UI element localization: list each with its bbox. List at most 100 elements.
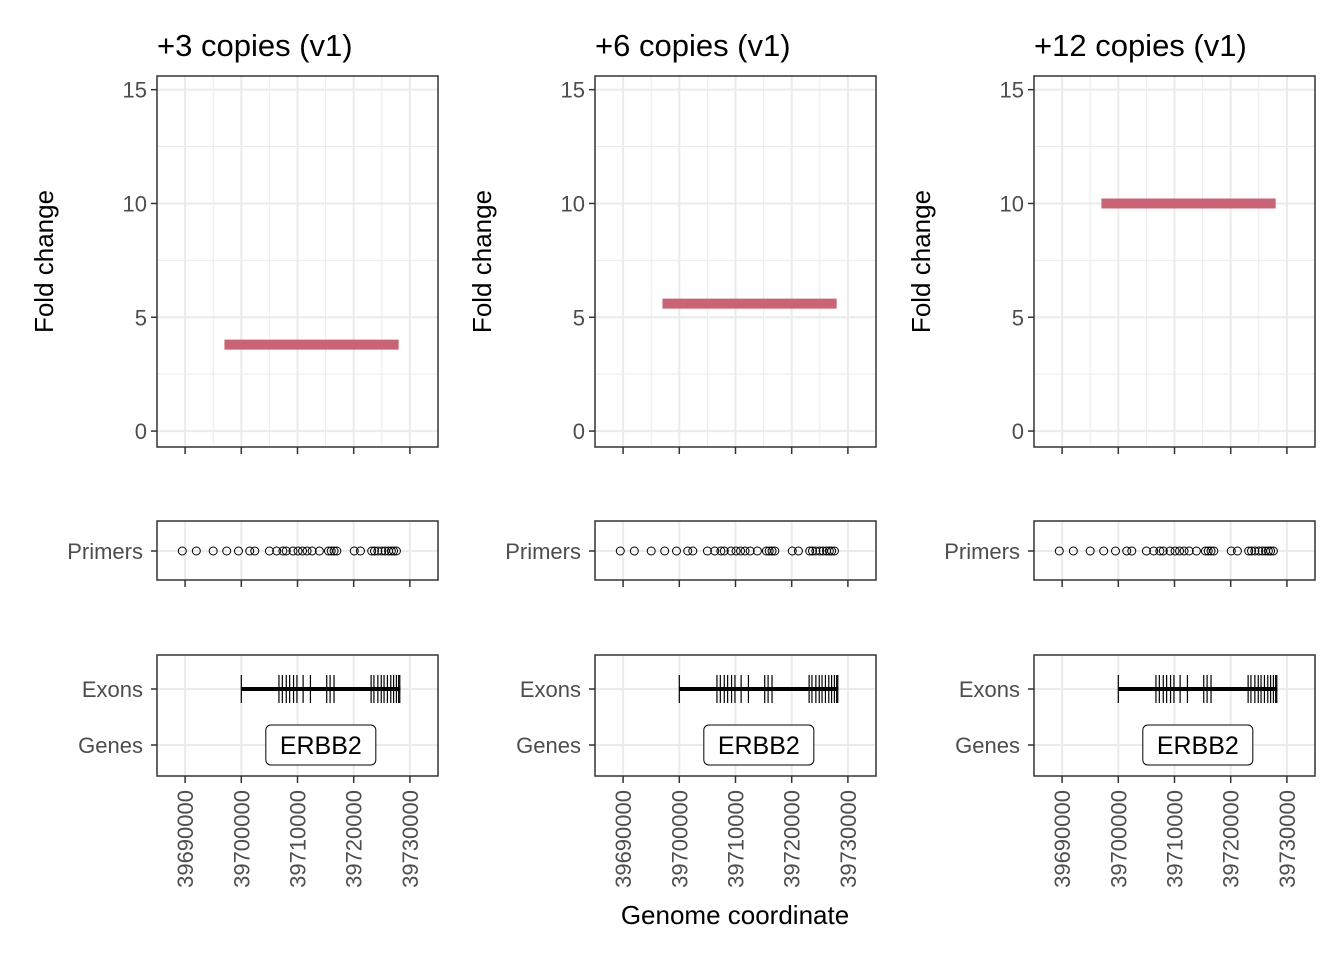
primer-point bbox=[716, 546, 726, 556]
gene-label: ERBB2 bbox=[1157, 732, 1239, 760]
y-tick-label: 10 bbox=[1000, 191, 1024, 216]
y-tick-label: 0 bbox=[1012, 419, 1024, 444]
primer-point bbox=[355, 546, 365, 556]
x-tick-label: 39730000 bbox=[836, 790, 861, 888]
x-tick-label: 39710000 bbox=[286, 790, 311, 888]
exons-track-label: Exons bbox=[520, 677, 581, 702]
primer-point bbox=[1266, 546, 1276, 556]
primer-point bbox=[805, 546, 815, 556]
x-tick-label: 39690000 bbox=[173, 790, 198, 888]
primer-point bbox=[1158, 546, 1168, 556]
primer-point bbox=[1226, 546, 1236, 556]
panels-group: +3 copies (v1) 0 5 10 15 Fold change Primers ER… bbox=[29, 28, 1316, 888]
primer-point bbox=[740, 546, 750, 556]
panel-title: +6 copies (v1) bbox=[595, 28, 791, 63]
primer-point bbox=[710, 546, 720, 556]
primer-point bbox=[377, 546, 387, 556]
primer-point bbox=[233, 546, 243, 556]
primer-point bbox=[1263, 546, 1273, 556]
primer-point bbox=[1165, 546, 1175, 556]
primer-point bbox=[250, 546, 260, 556]
primer-point bbox=[349, 546, 359, 556]
primers-track-label: Primers bbox=[505, 539, 581, 564]
primer-point bbox=[824, 546, 834, 556]
y-tick-label: 0 bbox=[135, 419, 147, 444]
genes-track-label: Genes bbox=[78, 733, 143, 758]
primer-point bbox=[1099, 546, 1109, 556]
primer-point bbox=[264, 546, 274, 556]
primer-point bbox=[329, 546, 339, 556]
primer-point bbox=[278, 546, 288, 556]
primer-point bbox=[1127, 546, 1137, 556]
primer-point bbox=[1155, 546, 1165, 556]
primer-point bbox=[807, 546, 817, 556]
primer-point bbox=[731, 546, 741, 556]
primer-point bbox=[787, 546, 797, 556]
primer-point bbox=[222, 546, 232, 556]
x-tick-label: 39730000 bbox=[1275, 790, 1300, 888]
facet-2: +6 copies (v1) 0 5 10 15 Fold change Primers ER… bbox=[467, 28, 877, 888]
primer-point bbox=[208, 546, 218, 556]
x-tick-label: 39710000 bbox=[1163, 790, 1188, 888]
y-tick-label: 0 bbox=[573, 419, 585, 444]
x-tick-label: 39710000 bbox=[724, 790, 749, 888]
y-tick-label: 5 bbox=[135, 305, 147, 330]
primer-point bbox=[367, 546, 377, 556]
x-tick-label: 39700000 bbox=[1106, 790, 1131, 888]
primer-point bbox=[811, 546, 821, 556]
primer-point bbox=[1054, 546, 1064, 556]
primers-track-label: Primers bbox=[67, 539, 143, 564]
primer-point bbox=[726, 546, 736, 556]
primer-point bbox=[389, 546, 399, 556]
primer-point bbox=[827, 546, 837, 556]
genes-track-label: Genes bbox=[955, 733, 1020, 758]
x-tick-label: 39690000 bbox=[1050, 790, 1075, 888]
primer-point bbox=[307, 546, 317, 556]
primer-point bbox=[369, 546, 379, 556]
x-tick-label: 39700000 bbox=[667, 790, 692, 888]
primer-point bbox=[1149, 546, 1159, 556]
primer-point bbox=[615, 546, 625, 556]
primer-point bbox=[1170, 546, 1180, 556]
y-tick-label: 15 bbox=[561, 78, 585, 103]
y-axis-title: Fold change bbox=[906, 190, 936, 333]
exons-track-label: Exons bbox=[82, 677, 143, 702]
primer-point bbox=[1254, 546, 1264, 556]
primer-point bbox=[1122, 546, 1132, 556]
primer-point bbox=[1110, 546, 1120, 556]
gene-label: ERBB2 bbox=[280, 732, 362, 760]
primer-point bbox=[1184, 546, 1194, 556]
primer-point bbox=[719, 546, 729, 556]
primer-point bbox=[1179, 546, 1189, 556]
primer-point bbox=[770, 546, 780, 556]
primer-point bbox=[671, 546, 681, 556]
genes-track-label: Genes bbox=[516, 733, 581, 758]
primer-point bbox=[745, 546, 755, 556]
primer-point bbox=[683, 546, 693, 556]
y-tick-label: 5 bbox=[1012, 305, 1024, 330]
facet-3: +12 copies (v1) 0 5 10 15 Fold change Primers E… bbox=[906, 28, 1316, 888]
primer-point bbox=[1141, 546, 1151, 556]
primer-point bbox=[646, 546, 656, 556]
primer-point bbox=[1068, 546, 1078, 556]
primer-point bbox=[177, 546, 187, 556]
exons-track-label: Exons bbox=[959, 677, 1020, 702]
primer-point bbox=[629, 546, 639, 556]
primer-point bbox=[1244, 546, 1254, 556]
primer-point bbox=[702, 546, 712, 556]
primer-point bbox=[829, 546, 839, 556]
primer-point bbox=[1268, 546, 1278, 556]
y-axis-title: Fold change bbox=[29, 190, 59, 333]
x-tick-label: 39730000 bbox=[398, 790, 423, 888]
gene-label-box bbox=[265, 724, 377, 766]
primer-point bbox=[391, 546, 401, 556]
y-tick-label: 5 bbox=[573, 305, 585, 330]
primer-point bbox=[736, 546, 746, 556]
y-axis-title: Fold change bbox=[467, 190, 497, 333]
primer-point bbox=[815, 546, 825, 556]
x-tick-label: 39700000 bbox=[229, 790, 254, 888]
primer-point bbox=[373, 546, 383, 556]
primer-point bbox=[1250, 546, 1260, 556]
